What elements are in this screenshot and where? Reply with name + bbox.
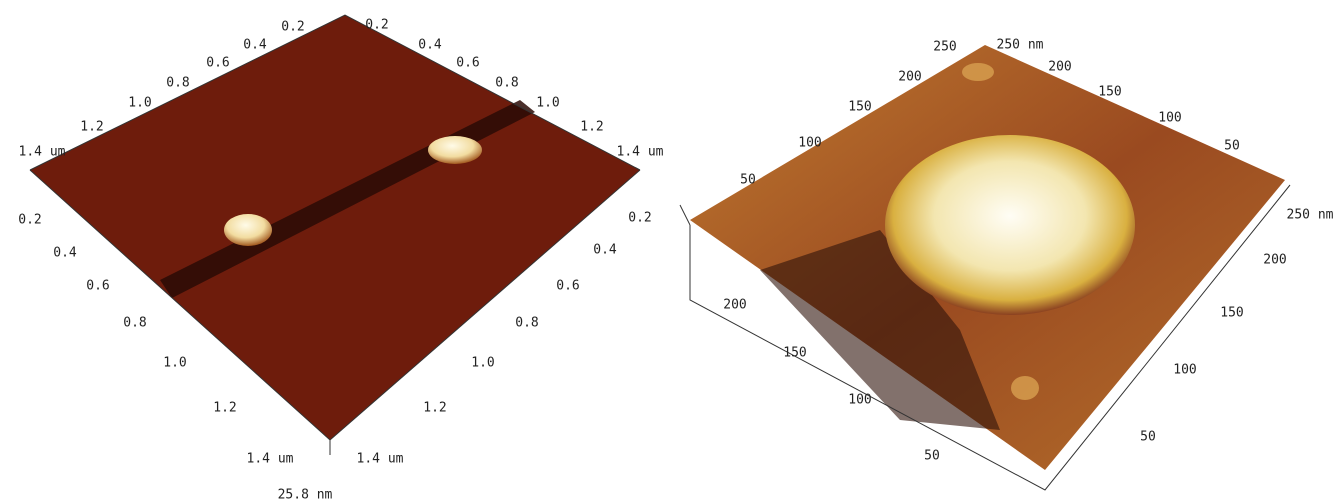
axis-label: 150 [783,346,806,361]
axis-label: 0.4 [243,38,267,53]
axis-label: 1.0 [128,96,151,111]
axis-label: 1.2 [580,120,603,135]
axis-label: 0.4 [593,243,617,258]
axis-label: 0.8 [166,76,189,91]
left-surface [30,15,640,455]
axis-label: 200 [1048,60,1071,75]
axis-label: 100 [848,393,871,408]
axis-label: 100 [798,136,821,151]
axis-label: 250 nm [1287,208,1334,223]
axis-label: 200 [1263,253,1286,268]
axis-label: 0.6 [556,279,579,294]
axis-label: 0.8 [123,316,146,331]
axis-label: 0.8 [515,316,538,331]
axis-label: 150 [848,100,871,115]
axis-label: 0.2 [628,211,651,226]
axis-label: 1.4 um [617,145,664,160]
axis-label: 1.0 [163,356,186,371]
axis-label: 250 nm [997,38,1044,53]
axis-label: 1.4 um [19,145,66,160]
axis-label: 200 [898,70,921,85]
axis-label: 100 [1158,111,1181,126]
axis-label: 50 [1224,139,1240,154]
axis-label: 1.4 um [357,452,404,467]
axis-label: 0.4 [418,38,442,53]
axis-label: 50 [1140,430,1156,445]
axis-label: 1.2 [423,401,446,416]
axis-label: 1.4 um [247,452,294,467]
axis-label: 25.8 nm [278,488,333,503]
axis-label: 0.2 [18,213,41,228]
axis-label: 0.6 [456,56,479,71]
axis-label: 1.0 [471,356,494,371]
axis-label: 0.6 [206,56,229,71]
axis-label: 50 [740,173,756,188]
axis-label: 150 [1098,85,1121,100]
axis-label: 1.2 [80,120,103,135]
axis-label: 200 [723,298,746,313]
right-surface [680,45,1290,490]
axis-label: 0.6 [86,279,109,294]
axis-label: 0.8 [495,76,518,91]
axis-label: 50 [924,449,940,464]
axis-label: 250 [933,40,956,55]
axis-label: 1.2 [213,401,236,416]
axis-label: 100 [1173,363,1196,378]
axis-label: 0.2 [365,18,388,33]
axis-label: 0.4 [53,246,77,261]
axis-label: 1.0 [536,96,559,111]
axis-label: 0.2 [281,20,304,35]
figure: 0.2 0.4 0.6 0.8 1.0 1.2 1.4 um 0.2 0.4 0.6 0.8 1.0 1… [0,0,1340,504]
axis-label: 150 [1220,306,1243,321]
